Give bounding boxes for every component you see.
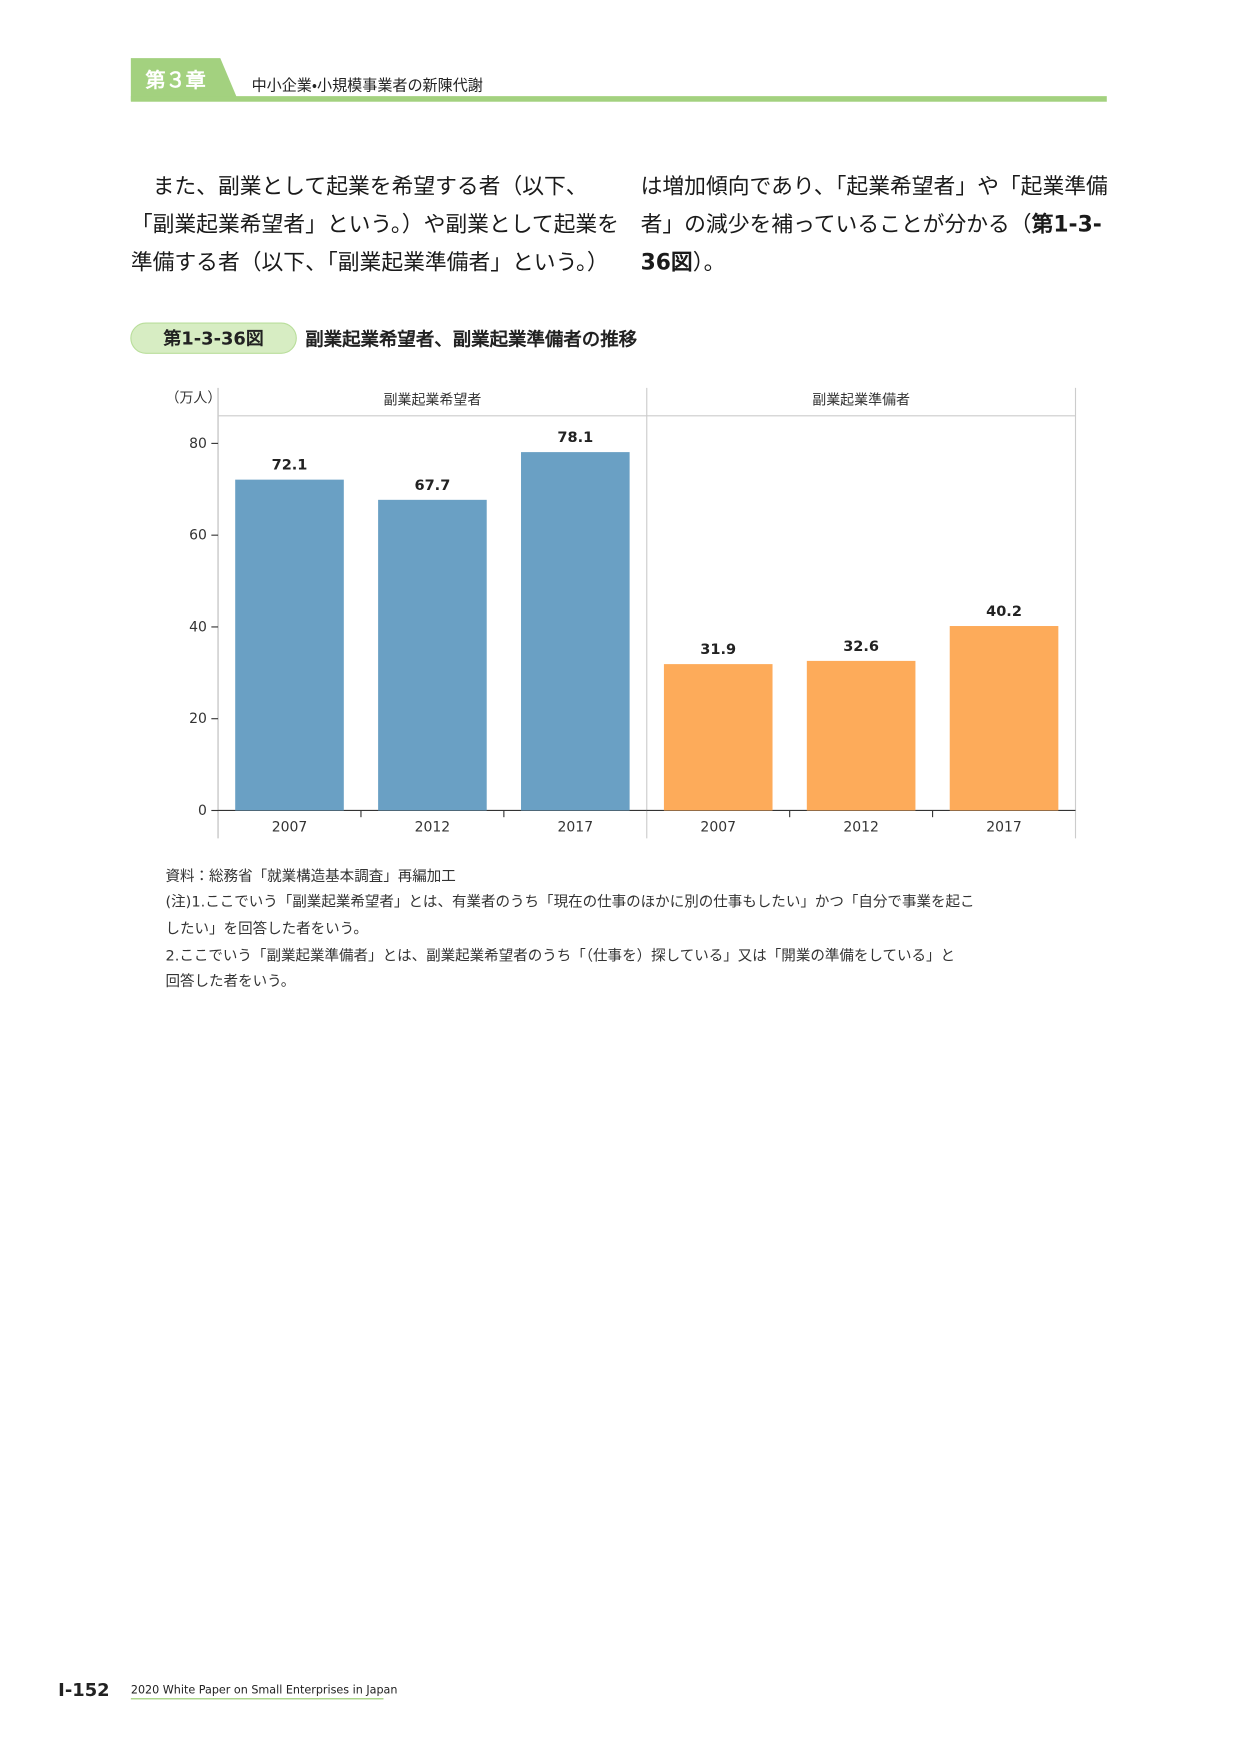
body-line: は増加傾向であり、「起業希望者」や「起業準備 [641, 174, 1108, 199]
bar [806, 660, 916, 811]
header-rule [130, 96, 1107, 102]
value-label: 40.2 [986, 604, 1022, 620]
value-label: 32.6 [843, 639, 879, 655]
bar [663, 664, 773, 811]
y-tick-label: 20 [189, 711, 207, 727]
note: 回答した者をいう。 [166, 973, 296, 990]
figure-title: 副業起業希望者、副業起業準備者の推移 [305, 328, 637, 350]
value-label: 78.1 [557, 430, 593, 446]
chapter-tab [130, 58, 239, 101]
figure-number: 第1-3-36図 [163, 327, 263, 349]
bar [521, 452, 630, 811]
x-tick-label: 2012 [415, 820, 451, 836]
chapter-label: 第３章 [145, 68, 205, 92]
note: したい」を回答した者をいう。 [166, 920, 368, 937]
bar [949, 626, 1059, 811]
x-tick-label: 2007 [700, 820, 736, 836]
note: (注)1.ここでいう「副業起業希望者」とは、有業者のうち「現在の仕事のほかに別の… [166, 894, 975, 911]
figure-ref: 36図 [641, 250, 693, 275]
y-tick-label: 80 [189, 436, 207, 452]
footer-rule [130, 1698, 384, 1700]
chart: （万人） 0 20 40 60 80 副業起業希望者 72.1 2007 67.7 2012 78.1… [166, 387, 1077, 839]
y-tick-label: 60 [189, 528, 207, 544]
value-label: 31.9 [700, 642, 736, 658]
body-line: 「副業起業希望者」という。）や副業として起業を [131, 212, 619, 237]
value-label: 67.7 [414, 478, 450, 494]
body-text: 者」の減少を補っていることが分かる（ [641, 212, 1032, 237]
note: 資料：総務省「就業構造基本調査」再編加工 [166, 868, 456, 885]
bar [235, 479, 344, 811]
figure-pill [130, 322, 297, 354]
x-tick-label: 2007 [272, 820, 308, 836]
x-tick-label: 2012 [843, 820, 879, 836]
panel-title: 副業起業準備者 [812, 393, 910, 409]
x-tick-label: 2017 [558, 820, 594, 836]
value-label: 72.1 [272, 458, 308, 474]
body-line: また、副業として起業を希望する者（以下、 [131, 174, 588, 199]
bar [378, 499, 487, 811]
y-axis-label: （万人） [166, 390, 222, 406]
panel-title: 副業起業希望者 [384, 393, 482, 409]
x-tick-label: 2017 [986, 820, 1022, 836]
body-text: は増加傾向であり、「起業希望者」や「起業準備 [641, 174, 1108, 199]
figure-ref: 第1-3- [1031, 211, 1102, 237]
body-line: 者」の減少を補っていることが分かる（第1-3- [641, 211, 1102, 237]
body-line: 準備する者（以下、「副業起業準備者」という。） [131, 250, 609, 275]
body-line: 36図）。 [641, 250, 726, 275]
y-tick-label: 0 [198, 803, 207, 819]
y-tick-label: 40 [189, 619, 207, 635]
header-title: 中小企業・小規模事業者の新陳代謝 [252, 77, 483, 95]
note: 2.ここでいう「副業起業準備者」とは、副業起業希望者のうち「（仕事を）探している… [166, 947, 956, 964]
page-number: Ⅰ-152 [58, 1680, 109, 1701]
body-text: ）。 [693, 250, 726, 275]
publication: 2020 White Paper on Small Enterprises in… [131, 1684, 398, 1697]
